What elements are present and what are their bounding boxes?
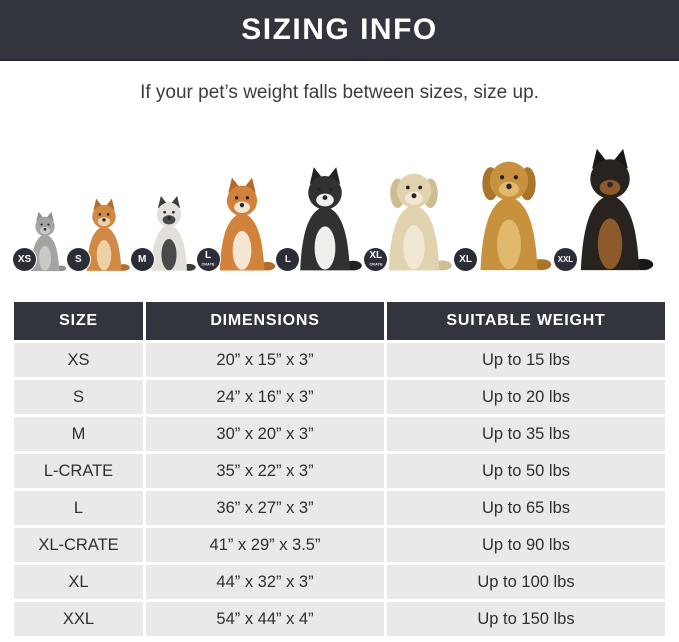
sizing-table: SIZE DIMENSIONS SUITABLE WEIGHT XS 20” x … (14, 302, 665, 636)
cell-size: XXL (14, 602, 143, 636)
pet-shiba-inu: L CRATE (196, 166, 278, 272)
cell-dimensions: 20” x 15” x 3” (146, 343, 384, 377)
pet-golden-retriever: XL (454, 134, 555, 272)
shiba-inu-icon (219, 177, 275, 271)
cell-dimensions: 35” x 22” x 3” (146, 454, 384, 488)
column-header-dimensions: DIMENSIONS (146, 302, 384, 340)
cell-weight: Up to 65 lbs (387, 491, 665, 525)
cell-dimensions: 36” x 27” x 3” (146, 491, 384, 525)
cell-weight: Up to 90 lbs (387, 528, 665, 562)
cell-size: M (14, 417, 143, 451)
size-badge-l-crate: L CRATE (196, 248, 220, 271)
golden-retriever-icon (480, 161, 552, 271)
cell-dimensions: 54” x 44” x 4” (146, 602, 384, 636)
table-row: XL-CRATE 41” x 29” x 3.5” Up to 90 lbs (14, 528, 665, 562)
size-badge-label: M (138, 253, 147, 265)
cell-dimensions: 41” x 29” x 3.5” (146, 528, 384, 562)
cell-size: L (14, 491, 143, 525)
size-badge-xl: XL (454, 248, 478, 271)
cell-dimensions: 30” x 20” x 3” (146, 417, 384, 451)
cell-size: XL-CRATE (14, 528, 143, 562)
size-badge-label: L (284, 253, 291, 265)
pet-size-lineup: XS S M L CRATE L XL CRATE XL XXL (0, 120, 679, 272)
size-badge-m: M (130, 248, 154, 271)
subtitle: If your pet’s weight falls between sizes… (140, 82, 539, 103)
size-badge-label: XXL (557, 254, 574, 264)
cell-weight: Up to 20 lbs (387, 380, 665, 414)
labrador-icon (388, 173, 452, 271)
table-row: XL 44” x 32” x 3” Up to 100 lbs (14, 565, 665, 599)
size-badge-xxl: XXL (553, 248, 577, 271)
cell-size: L-CRATE (14, 454, 143, 488)
table-row: M 30” x 20” x 3” Up to 35 lbs (14, 417, 665, 451)
size-badge-label: S (75, 253, 82, 265)
cell-weight: Up to 15 lbs (387, 343, 665, 377)
table-body: XS 20” x 15” x 3” Up to 15 lbs S 24” x 16” x… (14, 343, 665, 636)
size-badge-label: L (204, 250, 212, 261)
table-header-row: SIZE DIMENSIONS SUITABLE WEIGHT (14, 302, 665, 340)
table-row: XS 20” x 15” x 3” Up to 15 lbs (14, 343, 665, 377)
title-bar: SIZING INFO (0, 0, 679, 61)
size-badge-sublabel: CRATE (369, 263, 383, 267)
cell-weight: Up to 100 lbs (387, 565, 665, 599)
cell-weight: Up to 150 lbs (387, 602, 665, 636)
pomeranian-icon (86, 198, 130, 271)
pet-pomeranian: S (66, 196, 132, 272)
border-collie-icon (300, 167, 363, 271)
cell-dimensions: 24” x 16” x 3” (146, 380, 384, 414)
size-badge-s: S (66, 248, 90, 271)
column-header-size: SIZE (14, 302, 143, 340)
size-badge-label: XS (17, 253, 32, 265)
cell-weight: Up to 50 lbs (387, 454, 665, 488)
cell-size: S (14, 380, 143, 414)
pet-cat: XS (13, 206, 68, 272)
size-badge-xl-crate: XL CRATE (364, 248, 388, 271)
size-badge-label: XL (369, 250, 383, 261)
table-row: XXL 54” x 44” x 4” Up to 150 lbs (14, 602, 665, 636)
pet-labrador: XL CRATE (364, 148, 455, 272)
page-title: SIZING INFO (241, 12, 438, 46)
size-badge-l: L (276, 248, 300, 271)
pet-doberman: XXL (553, 124, 657, 272)
size-badge-xs: XS (13, 248, 36, 271)
size-badge-sublabel: CRATE (201, 263, 215, 267)
doberman-icon (580, 148, 654, 271)
cat-icon (30, 211, 67, 272)
cell-dimensions: 44” x 32” x 3” (146, 565, 384, 599)
cell-weight: Up to 35 lbs (387, 417, 665, 451)
size-badge-label: XL (459, 253, 472, 265)
pet-french-bulldog: M (130, 186, 198, 272)
table-row: L 36” x 27” x 3” Up to 65 lbs (14, 491, 665, 525)
cell-size: XS (14, 343, 143, 377)
table-row: L-CRATE 35” x 22” x 3” Up to 50 lbs (14, 454, 665, 488)
pet-border-collie: L (276, 158, 365, 272)
cell-size: XL (14, 565, 143, 599)
column-header-weight: SUITABLE WEIGHT (387, 302, 665, 340)
table-row: S 24” x 16” x 3” Up to 20 lbs (14, 380, 665, 414)
french-bulldog-icon (150, 196, 196, 271)
